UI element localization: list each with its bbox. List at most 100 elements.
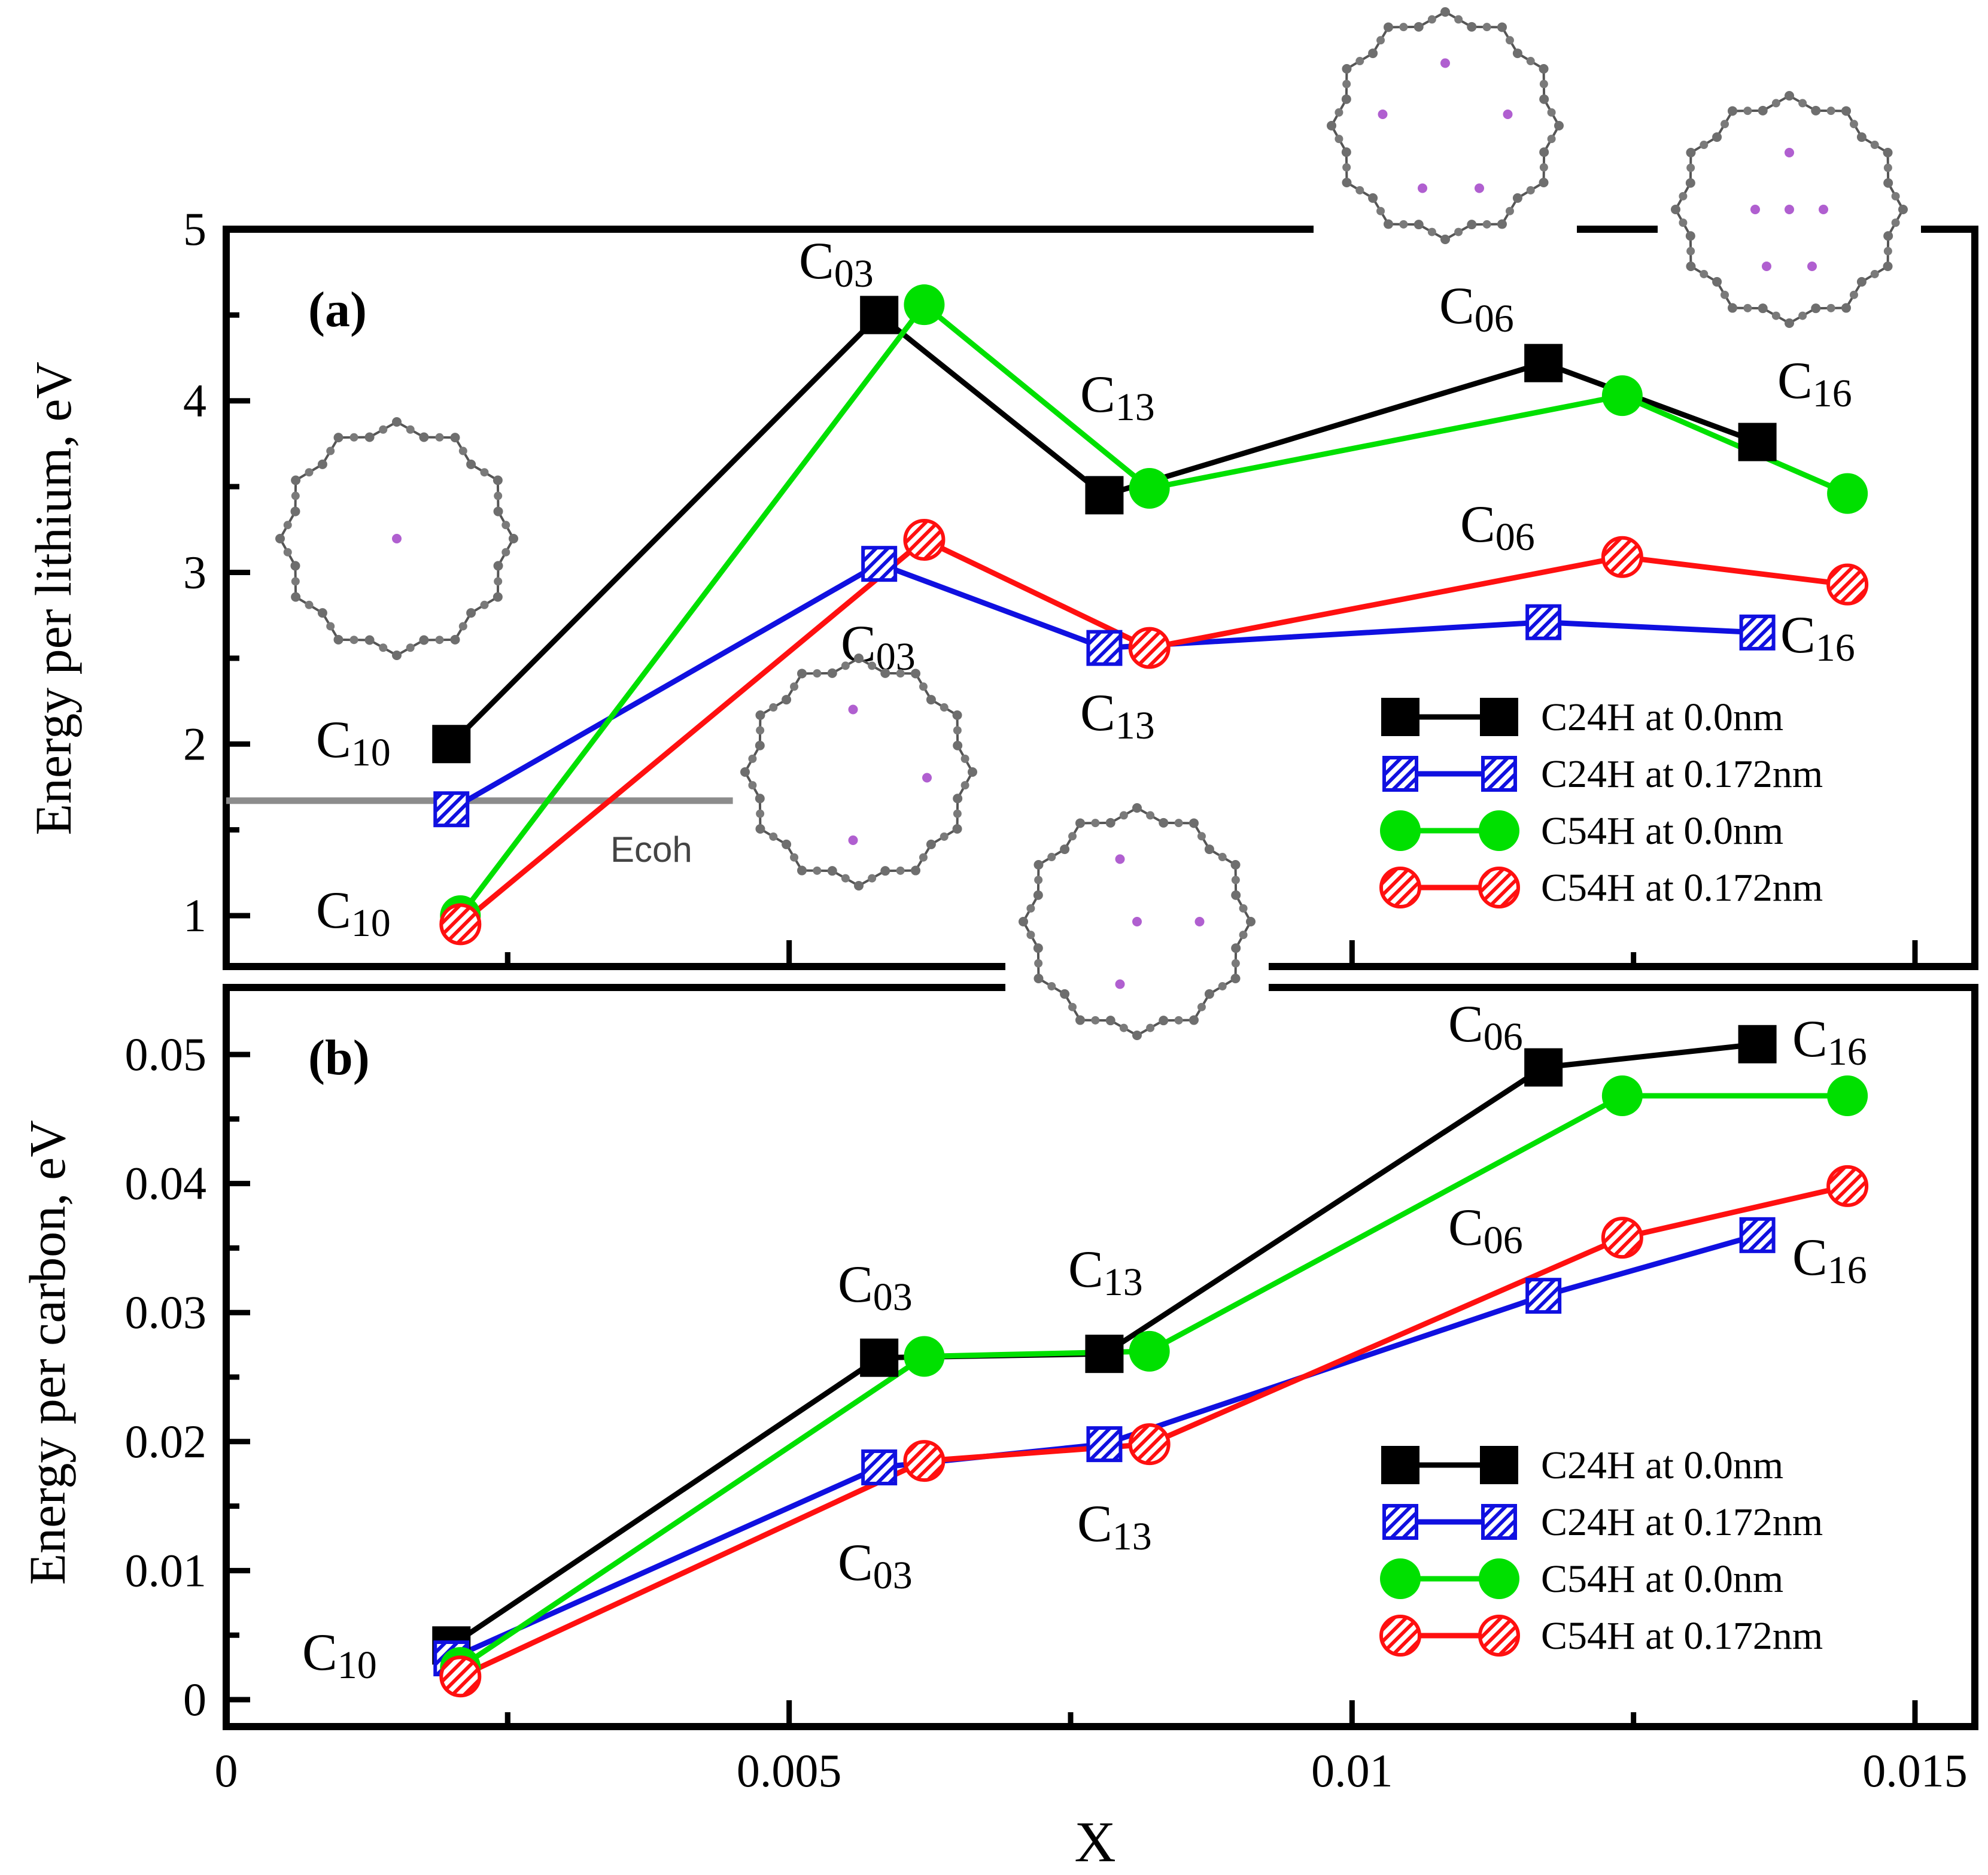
legend-marker — [1480, 698, 1518, 736]
data-point — [1524, 344, 1563, 382]
point-annotation: C10 — [302, 1624, 377, 1687]
data-point — [860, 296, 899, 335]
data-point — [903, 519, 946, 561]
data-point — [1826, 1165, 1869, 1207]
legend-marker — [1379, 1615, 1421, 1657]
legend-marker — [1481, 1504, 1517, 1540]
data-point — [1525, 1278, 1562, 1314]
point-annotation: C06 — [1460, 496, 1535, 559]
data-point — [433, 791, 470, 828]
point-annotation: C13 — [1068, 1241, 1143, 1304]
data-point — [1826, 563, 1869, 606]
y-tick-label: 0.01 — [125, 1544, 207, 1596]
panel-a-label: (a) — [308, 282, 367, 338]
legend-label: C54H at 0.172nm — [1541, 1614, 1823, 1658]
y-tick-label: 0.05 — [125, 1028, 207, 1080]
legend-label: C24H at 0.0nm — [1541, 695, 1783, 739]
data-point — [1085, 1335, 1124, 1373]
molecule-c03-inset — [740, 654, 977, 891]
legend-entry: C24H at 0.172nm — [1382, 752, 1823, 796]
legend-entry: C54H at 0.172nm — [1379, 1614, 1823, 1658]
data-point — [1601, 1217, 1643, 1259]
y-tick-label: 1 — [183, 889, 206, 941]
x-axis-label: X — [1074, 1810, 1115, 1874]
y-tick-label: 4 — [183, 375, 206, 427]
data-point — [860, 1338, 899, 1377]
point-annotation: C06 — [1448, 995, 1523, 1059]
data-point — [1129, 467, 1170, 509]
point-annotation: C13 — [1077, 1495, 1152, 1558]
data-point — [861, 546, 898, 582]
legend-label: C54H at 0.0nm — [1541, 1557, 1783, 1601]
legend-marker — [1480, 1446, 1518, 1484]
legend-marker — [1381, 1446, 1419, 1484]
legend-marker — [1479, 810, 1519, 851]
legend-marker — [1380, 1558, 1421, 1599]
data-point — [1086, 1426, 1123, 1463]
data-point — [1524, 1048, 1563, 1087]
data-point — [1085, 476, 1124, 515]
panel-b: (b) Energy per carbon, eV 0 0.01 0.02 0.03 0… — [19, 984, 1978, 1797]
y-tick-label: 5 — [183, 203, 206, 255]
data-point — [1738, 1025, 1777, 1063]
data-point — [1738, 423, 1777, 461]
legend-marker — [1479, 1558, 1519, 1599]
legend-entry: C24H at 0.0nm — [1381, 695, 1783, 739]
y-tick-label: 0.03 — [125, 1286, 207, 1338]
data-point — [904, 1336, 945, 1377]
panel-a: (a) Energy per lithium, eV Ecoh 1 2 3 4 5 C1… — [25, 203, 1978, 970]
legend-marker — [1380, 810, 1421, 851]
legend-entry: C54H at 0.172nm — [1379, 866, 1823, 910]
legend-marker — [1481, 756, 1517, 792]
legend-entry: C24H at 0.172nm — [1382, 1500, 1823, 1544]
legend-marker — [1478, 1615, 1520, 1657]
molecule-c16-inset — [1658, 78, 1921, 341]
point-annotation: C10 — [316, 711, 391, 774]
point-annotation: C13 — [1080, 684, 1155, 747]
data-point — [1601, 1075, 1643, 1116]
molecule-c06-inset — [1314, 0, 1577, 257]
data-point — [861, 1449, 898, 1485]
point-annotation: C16 — [1780, 606, 1855, 670]
legend-label: C24H at 0.0nm — [1541, 1444, 1783, 1487]
y-tick-label: 0 — [183, 1673, 206, 1725]
data-point — [1601, 375, 1643, 417]
y-tick-label: 0.02 — [125, 1415, 207, 1467]
panel-a-y-axis-label: Energy per lithium, eV — [25, 361, 82, 835]
legend-label: C54H at 0.0nm — [1541, 809, 1783, 853]
point-annotation: C03 — [838, 1534, 913, 1597]
legend-marker — [1381, 698, 1419, 736]
x-tick-label: 0.01 — [1311, 1745, 1393, 1797]
point-annotation: C06 — [1439, 277, 1514, 341]
legend-label: C54H at 0.172nm — [1541, 866, 1823, 910]
x-tick-label: 0.015 — [1862, 1745, 1968, 1797]
data-point — [1128, 1423, 1171, 1466]
legend-marker — [1382, 756, 1418, 792]
point-annotation: C13 — [1080, 366, 1155, 429]
y-tick-label: 0.04 — [125, 1157, 207, 1210]
point-annotation: C16 — [1792, 1010, 1867, 1074]
x-tick-label: 0 — [215, 1745, 238, 1797]
point-annotation: C06 — [1448, 1199, 1523, 1262]
point-annotation: C16 — [1777, 352, 1852, 415]
y-tick-label: 3 — [183, 546, 206, 598]
data-point — [1128, 627, 1171, 669]
data-point — [439, 1655, 482, 1698]
point-annotation: C03 — [838, 1256, 913, 1319]
panel-b-label: (b) — [308, 1030, 370, 1086]
point-annotation: C16 — [1792, 1229, 1867, 1292]
legend-marker — [1382, 1504, 1418, 1540]
point-annotation: C03 — [799, 232, 874, 296]
legend-entry: C24H at 0.0nm — [1381, 1444, 1783, 1487]
data-point — [1086, 630, 1123, 666]
data-point — [439, 903, 482, 946]
data-point — [1739, 1217, 1776, 1253]
data-point — [904, 284, 945, 326]
y-tick-label: 2 — [183, 718, 206, 770]
point-annotation: C10 — [316, 882, 391, 945]
data-point — [1739, 614, 1776, 651]
molecule-c10-inset — [275, 417, 518, 660]
molecule-c13-inset — [1005, 790, 1269, 1053]
legend-entry: C54H at 0.0nm — [1380, 809, 1783, 853]
